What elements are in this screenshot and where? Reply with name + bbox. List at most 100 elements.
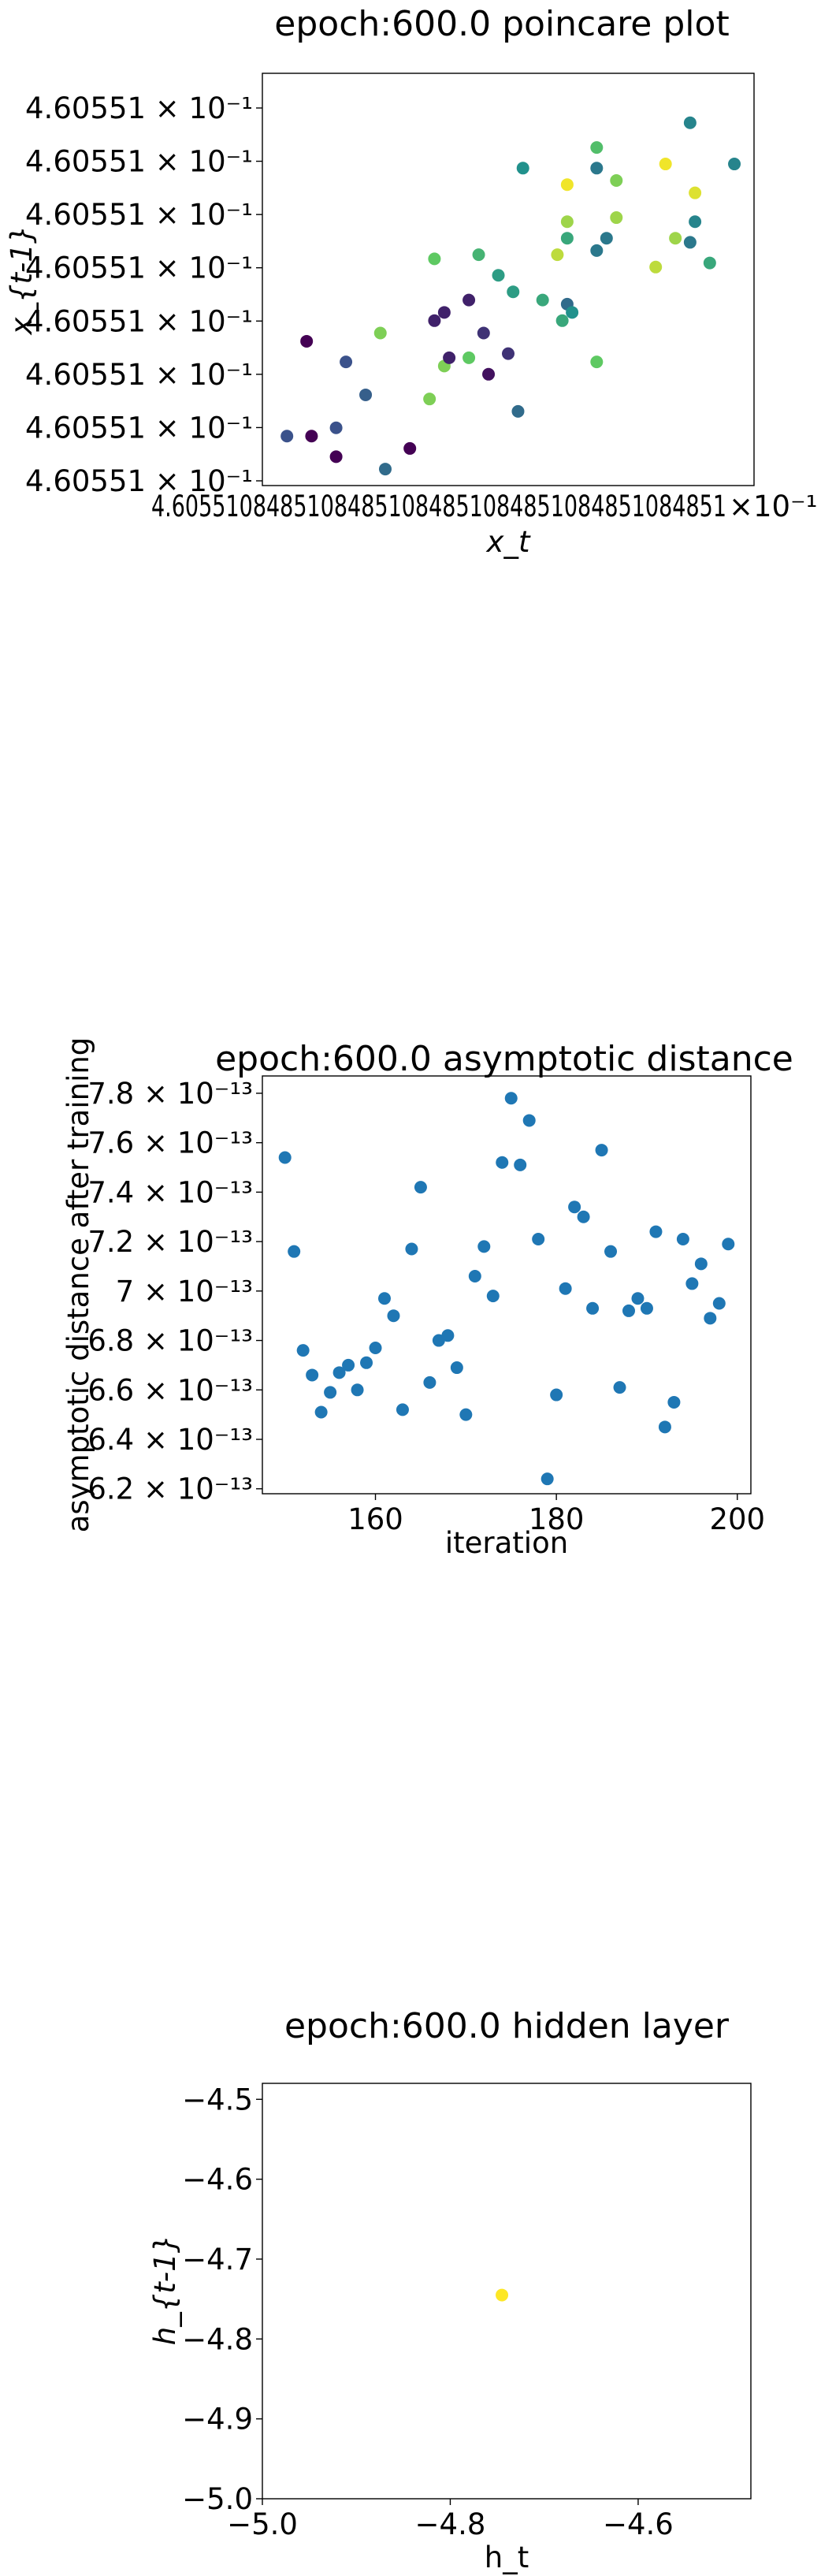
asymptotic-point [378, 1292, 391, 1305]
poincare-y-tick-label: 4.60551 × 10⁻¹ [25, 198, 253, 232]
asymptotic-point [694, 1257, 708, 1271]
poincare-point [566, 306, 579, 319]
hidden-layer-y-tick-label: −4.8 [182, 2322, 253, 2356]
poincare-point [560, 178, 574, 192]
poincare-point [560, 232, 574, 245]
poincare-point [600, 232, 613, 245]
poincare-plot-area [262, 73, 755, 486]
poincare-point [502, 347, 515, 360]
asymptotic-plot-area [262, 1075, 752, 1495]
asymptotic-point [414, 1181, 427, 1194]
hidden-layer-y-ticks: −5.0 −4.9 −4.8 −4.7 −4.6 −4.5 [182, 2083, 262, 2516]
asymptotic-y-tick-label: 7.2 × 10⁻¹³ [87, 1225, 253, 1259]
poincare-y-tick-label: 4.60551 × 10⁻¹ [25, 304, 253, 338]
hidden-layer-x-axis-label: h_t [485, 2541, 529, 2574]
poincare-point [511, 404, 525, 418]
poincare-point [305, 430, 318, 443]
poincare-x-axis-label: x_t [486, 525, 531, 559]
poincare-point [329, 421, 343, 434]
asymptotic-point [504, 1092, 518, 1105]
hidden-layer-plot-area [262, 2083, 752, 2500]
asymptotic-point [613, 1381, 626, 1394]
hidden-layer-y-tick-label: −4.5 [182, 2083, 253, 2116]
hidden-layer-x-tick-label: −4.8 [415, 2507, 486, 2541]
asymptotic-point [288, 1245, 301, 1258]
asymptotic-point [314, 1405, 328, 1419]
hidden-layer-point [496, 2288, 509, 2302]
asymptotic-points [278, 1092, 735, 1486]
asymptotic-y-tick-label: 6.8 × 10⁻¹³ [87, 1324, 253, 1358]
asymptotic-point [568, 1201, 581, 1214]
hidden-layer-panel: epoch:600.0 hidden layer −5.0 −4.8 −4.6 −5… [148, 2006, 752, 2574]
asymptotic-point [477, 1240, 491, 1253]
poincare-title: epoch:600.0 poincare plot [274, 4, 729, 44]
poincare-point [428, 252, 441, 266]
asymptotic-title: epoch:600.0 asymptotic distance [215, 1039, 793, 1079]
asymptotic-point [468, 1270, 481, 1283]
asymptotic-point [496, 1156, 509, 1169]
asymptotic-point [441, 1329, 455, 1342]
hidden-layer-y-tick-label: −4.9 [182, 2403, 253, 2436]
poincare-point [649, 260, 663, 274]
asymptotic-point [622, 1304, 635, 1317]
asymptotic-y-tick-label: 6.6 × 10⁻¹³ [87, 1373, 253, 1407]
asymptotic-point [685, 1277, 699, 1290]
asymptotic-x-tick-label: 200 [709, 1502, 765, 1536]
asymptotic-point [541, 1472, 554, 1486]
asymptotic-point [604, 1245, 618, 1258]
poincare-point [403, 441, 417, 455]
poincare-point [463, 293, 476, 307]
asymptotic-point [704, 1312, 717, 1325]
asymptotic-point [450, 1361, 463, 1375]
hidden-layer-x-tick-label: −5.0 [227, 2507, 298, 2541]
asymptotic-point [577, 1210, 590, 1223]
asymptotic-point [405, 1242, 418, 1256]
poincare-point [463, 351, 476, 364]
hidden-layer-y-tick-label: −5.0 [182, 2482, 253, 2516]
poincare-point [590, 244, 604, 257]
poincare-point [280, 430, 294, 443]
poincare-point [340, 356, 353, 369]
asymptotic-point [514, 1158, 527, 1171]
asymptotic-point [586, 1301, 600, 1315]
asymptotic-point [667, 1395, 681, 1409]
asymptotic-panel: epoch:600.0 asymptotic distance 160 180 20… [61, 1037, 793, 1560]
asymptotic-x-tick-label: 180 [529, 1502, 585, 1536]
poincare-point [683, 236, 697, 249]
asymptotic-point [550, 1388, 563, 1402]
poincare-point [610, 173, 623, 187]
poincare-point [492, 269, 505, 282]
asymptotic-y-tick-label: 7 × 10⁻¹³ [116, 1275, 253, 1308]
poincare-point [555, 314, 569, 327]
hidden-layer-y-tick-label: −4.7 [182, 2243, 253, 2276]
poincare-point [443, 351, 456, 364]
asymptotic-y-axis-label: asymptotic distance after training [61, 1037, 95, 1533]
hidden-layer-x-ticks: −5.0 −4.8 −4.6 [227, 2499, 674, 2541]
asymptotic-point [423, 1375, 437, 1389]
poincare-y-tick-label: 4.60551 × 10⁻¹ [25, 251, 253, 285]
poincare-point [669, 232, 682, 245]
poincare-point [590, 162, 604, 175]
poincare-y-tick-label: 4.60551 × 10⁻¹ [25, 464, 253, 498]
asymptotic-x-ticks: 160 180 200 [347, 1494, 765, 1536]
poincare-points [280, 116, 741, 476]
poincare-y-axis-label: x_{t-1} [5, 225, 39, 336]
poincare-y-ticks: 4.60551 × 10⁻¹ 4.60551 × 10⁻¹ 4.60551 × 10… [25, 91, 262, 498]
asymptotic-point [640, 1301, 653, 1315]
poincare-point [659, 158, 672, 171]
asymptotic-point [360, 1356, 373, 1369]
asymptotic-point [351, 1383, 364, 1397]
hidden-layer-title: epoch:600.0 hidden layer [284, 2006, 730, 2046]
poincare-point [551, 248, 564, 262]
poincare-y-tick-label: 4.60551 × 10⁻¹ [25, 411, 253, 445]
asymptotic-y-tick-label: 7.8 × 10⁻¹³ [87, 1077, 253, 1111]
poincare-point [428, 314, 441, 327]
asymptotic-point [595, 1144, 608, 1157]
poincare-point [516, 162, 529, 175]
poincare-y-tick-label: 4.60551 × 10⁻¹ [25, 91, 253, 125]
asymptotic-point [522, 1114, 536, 1127]
asymptotic-point [332, 1366, 346, 1379]
poincare-point [507, 285, 520, 299]
poincare-point [373, 326, 387, 340]
